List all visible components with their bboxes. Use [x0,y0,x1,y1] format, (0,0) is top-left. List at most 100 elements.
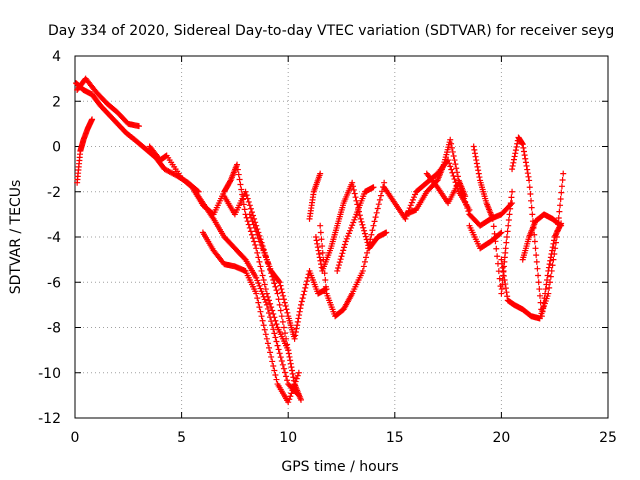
data-point [350,219,357,226]
data-point [235,171,242,178]
data-point [448,144,455,151]
data-point [275,346,282,353]
data-point [254,277,261,284]
data-point [279,361,286,368]
x-tick-label: 5 [177,430,186,446]
data-point [251,224,258,231]
data-point [259,317,266,324]
data-point [451,157,458,164]
data-point [315,247,322,254]
data-point [258,288,265,295]
data-point [376,196,383,203]
data-point [277,354,284,361]
data-point [356,212,363,219]
data-point [272,334,279,341]
data-point [290,384,297,391]
series-track-8 [246,211,330,342]
data-point [520,148,527,155]
data-point [274,342,281,349]
data-point [269,307,276,314]
data-point [261,326,268,333]
data-point [342,238,349,245]
data-point [507,200,514,207]
data-point [299,295,306,302]
data-point [288,390,295,397]
data-point [258,267,265,274]
data-point [351,216,358,223]
data-point [226,178,233,185]
data-point [302,284,309,291]
data-point [303,281,310,288]
data-point [267,349,274,356]
data-point [283,335,290,342]
data-point [254,231,261,238]
data-point [253,245,260,252]
data-point [263,335,270,342]
data-point [256,282,263,289]
series-track-5 [189,161,304,403]
data-point [371,218,378,225]
data-point [341,244,348,251]
data-point [448,140,455,147]
data-point [536,286,543,293]
data-point [512,147,519,154]
data-point [545,290,552,297]
data-point [282,330,289,337]
series-track-6 [199,229,302,406]
data-point [284,341,291,348]
data-point [297,301,304,308]
data-point [258,313,265,320]
data-point [344,233,351,240]
data-point [462,198,469,205]
data-point [529,211,536,218]
data-point [250,235,257,242]
data-point [244,195,251,202]
data-point [262,331,269,338]
data-point [297,396,304,403]
data-point [498,256,505,263]
data-point [289,387,296,394]
data-point [407,202,414,209]
series-track-3 [74,116,96,186]
data-point [314,240,321,247]
data-point [271,314,278,321]
data-point [264,293,271,300]
data-point [319,243,326,250]
data-point [286,353,293,360]
data-point [301,288,308,295]
data-point [259,272,266,279]
data-point [296,312,303,319]
data-point [337,256,344,263]
data-point [559,176,566,183]
data-point [321,263,328,270]
data-point [278,286,285,293]
data-point [547,273,554,280]
series-track-7 [221,188,292,354]
data-point [457,186,464,193]
data-point [475,167,482,174]
data-point [292,378,299,385]
data-point [257,308,264,315]
data-point [284,309,291,316]
data-point [513,143,520,150]
data-point [370,222,377,229]
data-point [377,192,384,199]
x-tick-label: 25 [599,430,617,446]
data-point [257,238,264,245]
data-point [335,262,342,269]
data-point [456,182,463,189]
data-point [471,150,478,157]
data-point [546,261,553,268]
data-point [534,265,541,272]
data-point [532,245,539,252]
data-point [247,228,254,235]
data-point [500,272,507,279]
data-point [465,208,472,215]
data-point [359,221,366,228]
data-point [531,231,538,238]
data-point [300,291,307,298]
data-point [463,201,470,208]
data-point [526,184,533,191]
data-point [523,162,530,169]
data-point [552,245,559,252]
